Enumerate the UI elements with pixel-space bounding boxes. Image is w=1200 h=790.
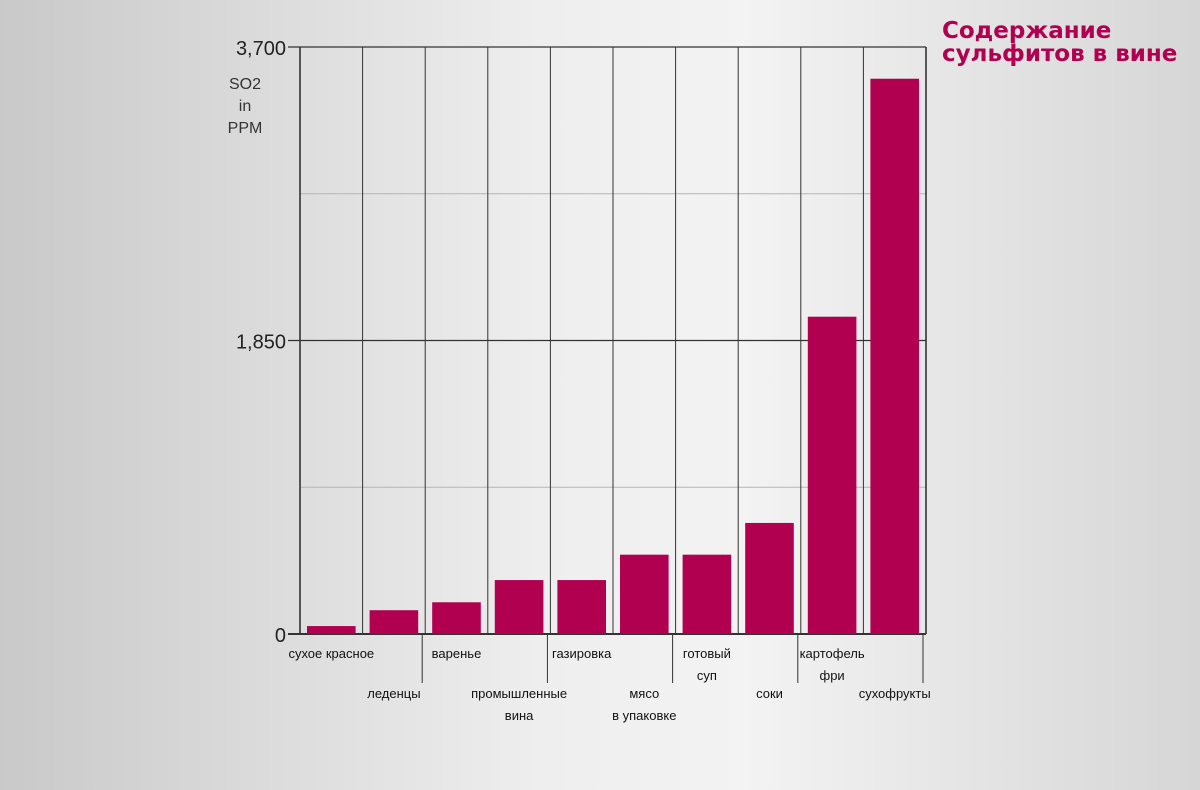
y-tick-label-2: 3,700 xyxy=(236,38,286,60)
category-label-9-0: сухофрукты xyxy=(859,686,931,701)
category-label-8-1: фри xyxy=(820,668,845,683)
bar-3 xyxy=(494,580,544,634)
category-label-6-0: готовый xyxy=(683,646,731,661)
category-label-0-0: сухое красное xyxy=(288,646,374,661)
chart-title: Содержание сульфитов в вине xyxy=(942,20,1177,66)
chart-title-line-2: сульфитов в вине xyxy=(942,41,1178,67)
category-label-3-1: вина xyxy=(505,708,534,723)
bar-8 xyxy=(807,316,857,634)
bar-5 xyxy=(620,554,669,634)
y-tick-label-0: 0 xyxy=(275,625,286,647)
y-axis-label-line-3: PPM xyxy=(227,120,263,137)
bar-4 xyxy=(557,580,606,634)
category-label-6-1: суп xyxy=(697,668,717,683)
bar-9 xyxy=(870,78,919,634)
category-label-7-0: соки xyxy=(756,686,783,701)
category-label-8-0: картофель xyxy=(800,646,865,661)
y-axis-label-line-2: in xyxy=(238,98,252,115)
category-label-4-0: газировка xyxy=(552,646,612,661)
y-axis-label-line-1: SO2 xyxy=(228,76,261,93)
category-label-3-0: промышленные xyxy=(471,686,567,701)
bar-7 xyxy=(745,522,794,634)
bar-2 xyxy=(432,602,481,634)
y-axis-label: SO2 in PPM xyxy=(222,74,268,140)
bar-1 xyxy=(369,610,419,634)
bar-0 xyxy=(307,626,356,634)
bar-6 xyxy=(682,554,732,634)
category-label-5-1: в упаковке xyxy=(612,708,676,723)
category-label-1-0: леденцы xyxy=(367,686,420,701)
category-label-5-0: мясо xyxy=(629,686,659,701)
y-tick-label-1: 1,850 xyxy=(236,332,286,354)
category-label-2-0: варенье xyxy=(432,646,482,661)
chart-title-line-1: Содержание xyxy=(942,18,1112,44)
